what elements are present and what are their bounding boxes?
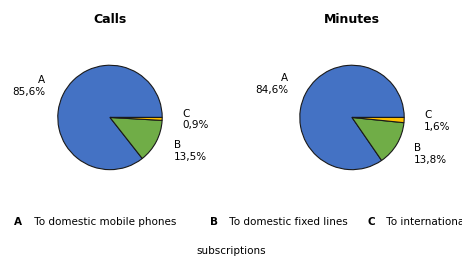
Text: To international: To international <box>383 217 462 227</box>
Wedge shape <box>352 117 404 123</box>
Wedge shape <box>352 117 404 161</box>
Title: Minutes: Minutes <box>324 13 380 26</box>
Title: Calls: Calls <box>93 13 127 26</box>
Wedge shape <box>58 65 162 170</box>
Text: To domestic fixed lines: To domestic fixed lines <box>226 217 352 227</box>
Text: A
85,6%: A 85,6% <box>12 75 45 97</box>
Text: C
1,6%: C 1,6% <box>424 110 450 132</box>
Text: B
13,5%: B 13,5% <box>174 140 207 162</box>
Wedge shape <box>110 117 162 120</box>
Text: B
13,8%: B 13,8% <box>414 143 447 165</box>
Wedge shape <box>110 117 162 158</box>
Text: C: C <box>367 217 375 227</box>
Text: A
84,6%: A 84,6% <box>255 73 288 95</box>
Text: subscriptions: subscriptions <box>196 246 266 256</box>
Text: B: B <box>210 217 218 227</box>
Text: C
0,9%: C 0,9% <box>182 109 208 130</box>
Text: A: A <box>14 217 22 227</box>
Wedge shape <box>300 65 404 170</box>
Text: To domestic mobile phones: To domestic mobile phones <box>31 217 180 227</box>
